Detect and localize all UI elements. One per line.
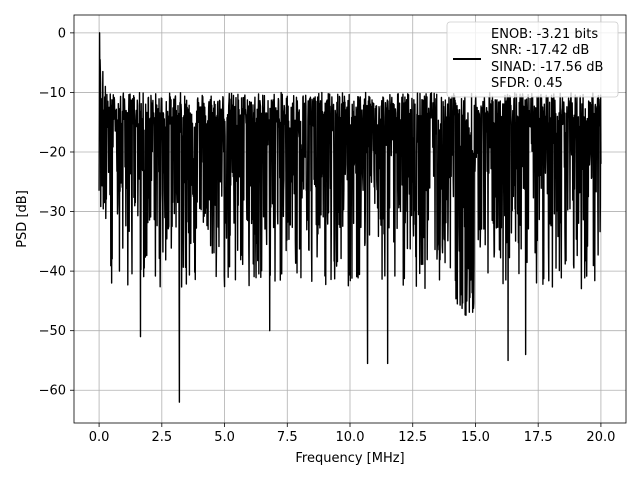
legend-entry-enob: ENOB: -3.21 bits [491,27,598,42]
y-tick-label: −50 [39,324,66,339]
psd-trace [98,32,602,403]
y-axis-ticks: 0 −10 −20 −30 −40 −50 −60 [39,26,74,399]
x-tick-label: 17.5 [524,430,553,445]
x-tick-label: 2.5 [151,430,172,445]
x-tick-label: 20.0 [586,430,615,445]
x-tick-label: 5.0 [214,430,235,445]
x-axis-ticks: 0.0 2.5 5.0 7.5 10.0 12.5 15.0 17.5 20.0 [89,423,615,445]
x-tick-label: 0.0 [89,430,110,445]
y-tick-label: −60 [39,384,66,399]
legend-box [446,21,619,98]
y-tick-label: −10 [39,86,66,101]
legend: ENOB: -3.21 bits SNR: -17.42 dB SINAD: -… [446,21,619,98]
psd-series [98,32,602,403]
x-axis-label: Frequency [MHz] [295,451,404,466]
legend-entry-sinad: SINAD: -17.56 dB [491,60,603,75]
y-tick-label: −20 [39,145,66,160]
legend-entry-sfdr: SFDR: 0.45 [491,76,563,91]
y-axis-label: PSD [dB] [15,190,30,248]
y-tick-label: 0 [58,26,66,41]
x-tick-label: 12.5 [398,430,427,445]
x-tick-label: 7.5 [277,430,298,445]
legend-entry-snr: SNR: -17.42 dB [491,43,589,58]
x-tick-label: 10.0 [336,430,365,445]
y-tick-label: −40 [39,265,66,280]
y-tick-label: −30 [39,205,66,220]
x-tick-label: 15.0 [461,430,490,445]
